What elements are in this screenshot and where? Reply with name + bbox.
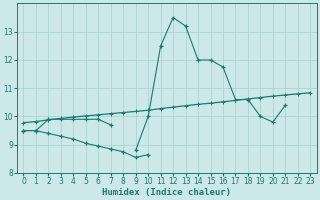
X-axis label: Humidex (Indice chaleur): Humidex (Indice chaleur) [102, 188, 231, 197]
